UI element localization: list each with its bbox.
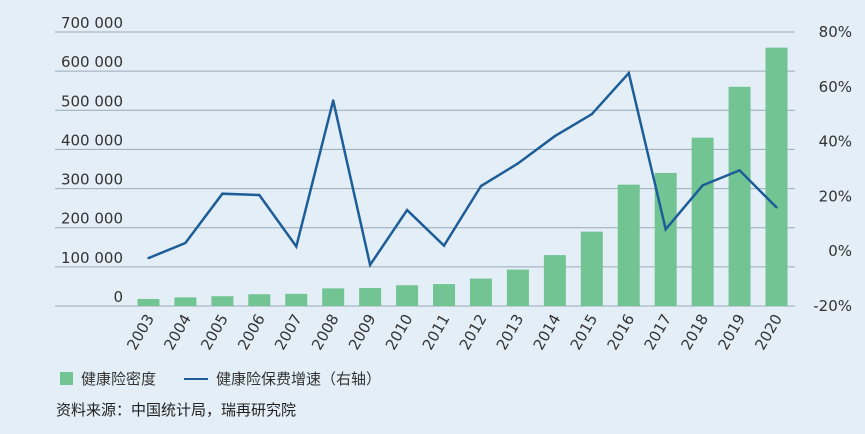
x-tick-label: 2007 [271,311,306,353]
bar [396,285,419,306]
y-right-tick-label: 60% [819,78,852,96]
bar-series [137,47,788,307]
y-left-tick-label: 600 000 [61,53,123,71]
x-tick-label: 2004 [160,311,195,353]
bar [469,278,492,306]
line-point [147,256,150,260]
bar [433,284,456,306]
bar [580,231,603,306]
line-legend-swatch [184,377,209,380]
bar [359,287,382,306]
line-point [368,263,372,267]
x-tick-label: 2012 [456,311,491,353]
y-right-tick-label: 40% [819,133,852,151]
x-tick-label: 2018 [677,311,712,353]
line-point [516,162,520,165]
bar [211,296,234,306]
bar [322,288,345,306]
x-tick-label: 2015 [567,311,602,353]
y-left-tick-label: 400 000 [61,131,123,149]
gridlines [55,31,795,307]
line-point [738,169,741,172]
bar [506,269,529,306]
x-tick-label: 2017 [640,311,675,353]
line-point [405,208,409,212]
line-point [295,245,298,248]
chart: 700 000 600 000 500 000 400 000 300 000 200 0… [55,14,852,353]
line-point [331,99,335,102]
x-tick-label: 2013 [493,311,528,353]
x-tick-label: 2016 [604,311,639,353]
line-point [701,184,704,187]
bar [691,137,714,306]
y-right-tick-label: 20% [819,187,852,205]
bar-legend-swatch [60,372,73,385]
y-right-tick-label: -20% [813,297,852,315]
x-tick-label: 2014 [530,311,565,353]
line-legend-label: 健康险保费增速（右轴） [216,370,382,388]
y-left-tick-label: 0 [113,288,123,306]
line-point [442,244,446,247]
x-tick-label: 2008 [308,311,343,353]
line-series [147,70,778,269]
y-left-tick-label: 700 000 [61,14,123,32]
x-tick-label: 2019 [714,311,749,353]
y-left-tick-label: 300 000 [61,171,123,189]
growth-line [148,70,778,269]
source-note: 资料来源：中国统计局，瑞再研究院 [56,401,297,419]
line-point [590,113,594,116]
line-point [184,241,187,245]
bar [543,255,566,306]
x-tick-label: 2009 [345,311,380,353]
line-point [553,134,557,138]
x-tick-label: 2003 [123,311,158,353]
line-point [775,206,778,209]
x-tick-label: 2005 [197,311,232,353]
y-left-tick-label: 500 000 [61,92,123,110]
y-right-tick-label: 80% [819,23,852,41]
line-point [627,71,630,75]
y-left-tick-label: 200 000 [61,210,123,228]
legend: 健康险密度 健康险保费增速（右轴） [60,368,381,389]
bar [765,47,788,307]
y-left-tick-label: 100 000 [61,249,123,267]
x-tick-label: 2020 [751,311,786,353]
bar [248,294,271,306]
line-point [221,192,224,195]
bar [137,298,160,306]
bar [174,297,197,306]
bar [285,293,308,306]
bar [728,86,751,306]
line-point [479,184,483,188]
x-tick-label: 2011 [419,311,454,353]
x-tick-label: 2010 [382,311,417,353]
x-tick-label: 2006 [234,311,269,353]
y-right-tick-label: 0% [828,242,852,260]
bar-legend-label: 健康险密度 [81,370,157,388]
line-point [664,228,667,231]
bar [617,184,640,306]
line-point [258,193,261,197]
